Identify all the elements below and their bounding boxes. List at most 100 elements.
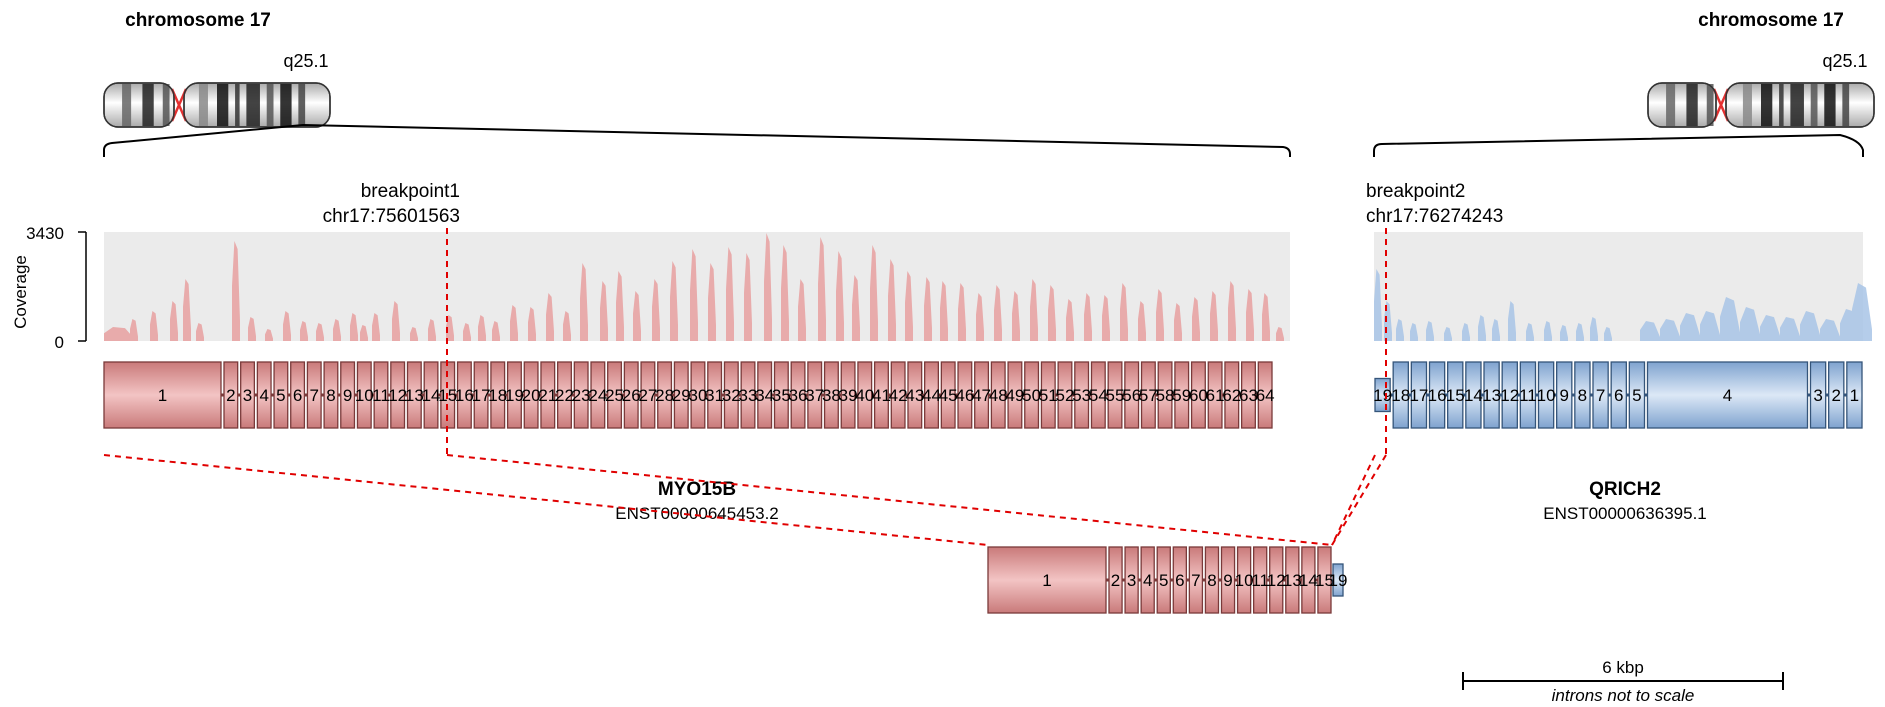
exon-box [807,361,823,429]
exon-box [306,361,322,429]
exon-box [473,361,489,429]
gene2-exon-track: 19 18 17 16 15 14 13 12 11 10 9 8 7 6 5 4 3 2 1 [1373,361,1863,429]
exon-number: 14 [1299,571,1318,590]
gene1-transcript: ENST00000645453.2 [615,504,779,523]
exon-box [1172,546,1188,614]
gene1-exon-track: 1 2 3 4 5 6 7 8 9 1011121314151617181920212223242… [103,361,1275,429]
exon-box [1392,361,1409,429]
breakpoint2-label: breakpoint2 [1366,181,1465,202]
exon-number: 9 [1560,386,1569,405]
exon-number: 13 [1283,571,1302,590]
chromosome-outline [183,82,331,128]
exon-number: 8 [1207,571,1216,590]
exon-number: 28 [655,386,674,405]
coverage-track-gene2 [1374,269,1872,341]
exon-box [1252,546,1268,614]
exon-number: 39 [839,386,858,405]
exon-box [1188,546,1204,614]
exon-box [1556,361,1573,429]
exon-box [1519,361,1537,429]
left-chromosome-title: chromosome 17 [125,10,271,31]
exon-box [757,361,773,429]
exon-box [707,361,723,429]
chromosome-band [1761,84,1773,126]
exon-number: 57 [1139,386,1158,405]
exon-box [890,361,906,429]
exon-box [1074,361,1090,429]
exon-box [1240,361,1256,429]
coverage-area [104,233,1284,341]
exon-box [907,361,923,429]
exon-number: 2 [1111,571,1120,590]
right-chromosome-title: chromosome 17 [1698,10,1844,31]
exon-box [1646,361,1809,429]
chromosome-band [280,84,292,126]
exon-box [1107,361,1123,429]
left-zoom-bracket [103,123,1291,157]
exon-box [1124,361,1140,429]
exon-box [223,361,239,429]
exon-number: 5 [1159,571,1168,590]
exon-number: 16 [455,386,474,405]
exon-number: 34 [755,386,774,405]
exon-number: 22 [555,386,574,405]
exon-box [1465,361,1482,429]
chromosome-band [1706,84,1714,126]
left-chromosome: chromosome 17 q25.1 [103,10,1291,157]
exon-number: 46 [955,386,974,405]
exon-box [256,361,272,429]
exon-number: 36 [789,386,808,405]
exon-number: 6 [1614,386,1623,405]
exon-box [1846,361,1863,429]
exon-number: 42 [889,386,908,405]
chromosome-band [1810,84,1818,126]
exon-box [573,361,589,429]
chromosome-outline [1725,82,1875,128]
exon-box [1483,361,1500,429]
exon-number: 11 [1251,571,1269,590]
exon-box [1332,563,1344,597]
exon-box [373,361,389,429]
exon-number: 38 [822,386,841,405]
exon-box [957,361,973,429]
gene2-transcript: ENST00000636395.1 [1543,504,1707,523]
exon-box [690,361,706,429]
chromosome-band [298,84,306,126]
exon-number: 12 [1500,386,1519,405]
exon-box [740,361,756,429]
scale-bar-note: introns not to scale [1552,686,1695,705]
exon-box [1428,361,1446,429]
exon-number: 4 [259,386,268,405]
chromosome-band [122,84,132,126]
exon-box [1007,361,1023,429]
coverage-axis: 3430 0 Coverage [11,224,87,352]
exon-number: 19 [1373,386,1392,405]
exon-number: 6 [1175,571,1184,590]
exon-box [490,361,506,429]
exon-number: 44 [922,386,941,405]
exon-box [924,361,939,429]
exon-box [640,361,656,429]
exon-number: 10 [1235,571,1254,590]
exon-box [1207,361,1223,429]
exon-number: 9 [343,386,352,405]
exon-box [1501,361,1518,429]
coverage-min-label: 0 [55,333,64,352]
exon-box [1317,546,1332,614]
exon-box [356,361,372,429]
chromosome-outline [1647,82,1717,128]
chromosome-band [142,84,154,126]
chromosome-p-arm [1647,82,1717,128]
coverage-area [1374,269,1872,341]
exon-number: 8 [1578,386,1587,405]
chromosome-band [198,84,208,126]
exon-box [1024,361,1040,429]
fusion-map-line-bp2b [1331,454,1376,546]
exon-box [607,361,623,429]
exon-number: 4 [1143,571,1152,590]
exon-box [1204,546,1220,614]
exon-number: 37 [805,386,824,405]
exon-number: 3 [1127,571,1136,590]
exon-number: 17 [472,386,491,405]
